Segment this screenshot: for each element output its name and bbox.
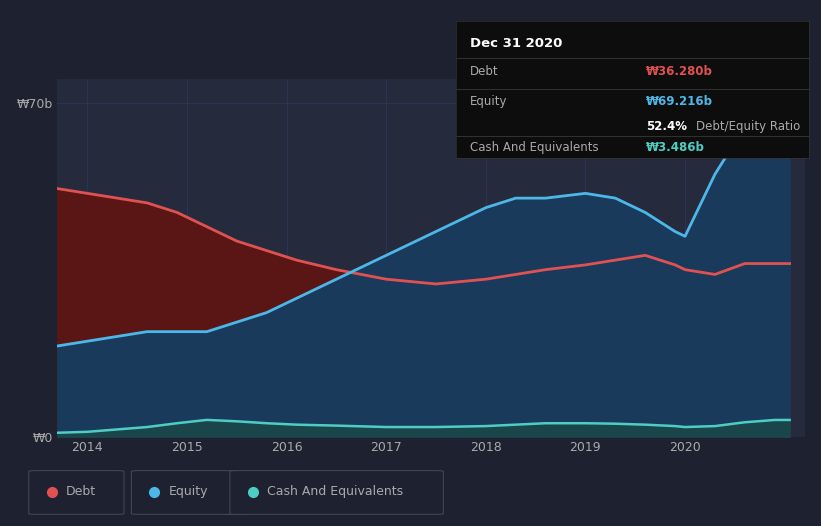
Text: Dec 31 2020: Dec 31 2020 [470, 37, 562, 50]
Text: Debt: Debt [470, 65, 498, 78]
FancyBboxPatch shape [131, 471, 241, 514]
Text: Debt: Debt [66, 485, 96, 498]
Text: Cash And Equivalents: Cash And Equivalents [470, 141, 599, 155]
Text: Equity: Equity [470, 95, 507, 108]
Text: Debt/Equity Ratio: Debt/Equity Ratio [695, 119, 800, 133]
Text: ₩3.486b: ₩3.486b [646, 141, 705, 155]
Text: 52.4%: 52.4% [646, 119, 687, 133]
Text: Cash And Equivalents: Cash And Equivalents [267, 485, 403, 498]
Text: Equity: Equity [168, 485, 208, 498]
Text: ₩36.280b: ₩36.280b [646, 65, 713, 78]
Text: ₩69.216b: ₩69.216b [646, 95, 713, 108]
FancyBboxPatch shape [230, 471, 443, 514]
FancyBboxPatch shape [29, 471, 124, 514]
